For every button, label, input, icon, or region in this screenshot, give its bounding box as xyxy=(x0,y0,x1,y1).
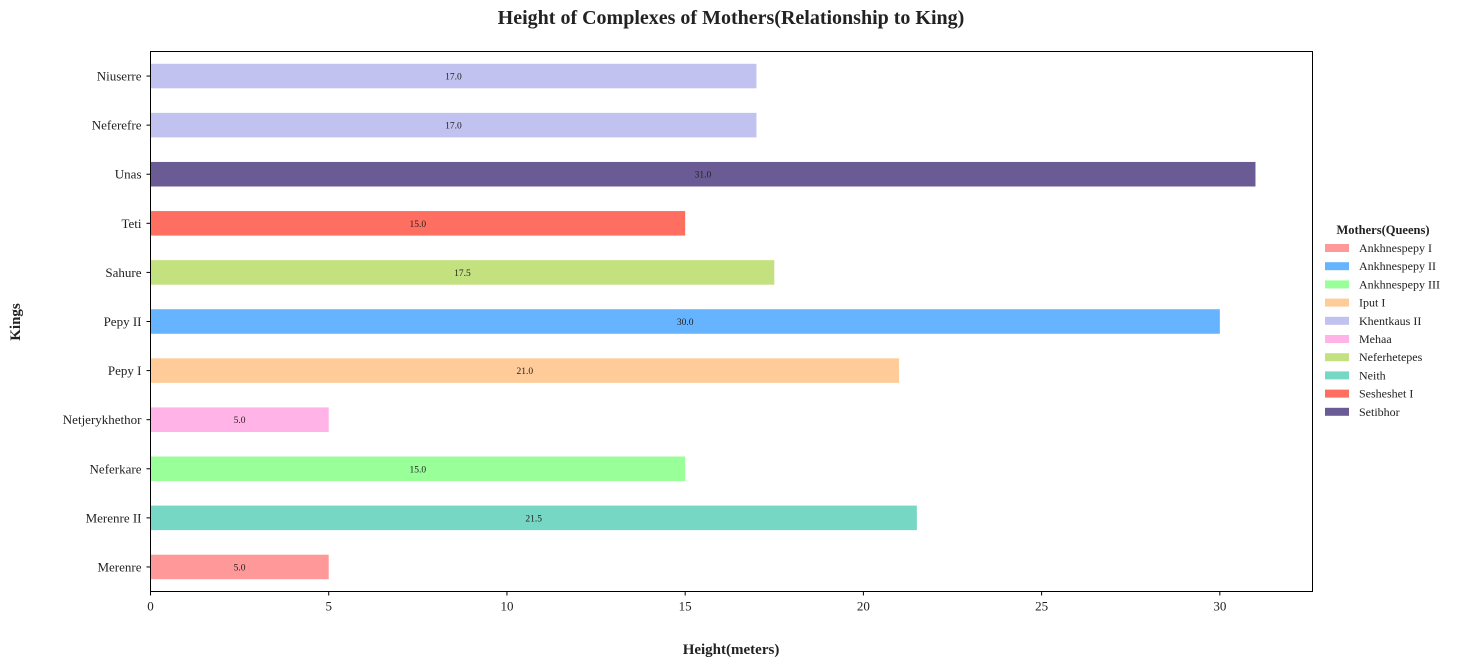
y-tick-label: Unas xyxy=(115,167,142,182)
x-tick-label: 0 xyxy=(147,599,154,614)
legend-label: Iput I xyxy=(1359,296,1385,310)
x-tick-label: 25 xyxy=(1035,599,1048,614)
data-label: 30.0 xyxy=(677,318,694,328)
legend-swatch xyxy=(1325,371,1349,380)
x-tick-label: 20 xyxy=(857,599,870,614)
legend-label: Mehaa xyxy=(1359,332,1392,346)
legend-label: Setibhor xyxy=(1359,405,1400,419)
y-tick-label: Netjerykhethor xyxy=(63,412,142,427)
legend-swatch xyxy=(1325,353,1349,362)
bar xyxy=(150,505,917,531)
bar xyxy=(150,358,900,383)
x-tick-label: 5 xyxy=(325,599,332,614)
legend-label: Neferhetepes xyxy=(1359,350,1423,364)
legend-label: Khentkaus II xyxy=(1359,314,1421,328)
data-label: 5.0 xyxy=(234,416,246,426)
legend-swatch xyxy=(1325,262,1349,271)
data-label: 15.0 xyxy=(410,220,427,230)
bar xyxy=(150,456,686,482)
y-tick-label: Teti xyxy=(121,216,141,231)
legend-swatch xyxy=(1325,407,1349,416)
legend-swatch xyxy=(1325,316,1349,325)
y-axis-ticks: Merenre Merenre II Neferkare Netjerykhethor… xyxy=(63,69,151,574)
legend-label: Sesheshet I xyxy=(1359,387,1413,401)
data-label: 21.0 xyxy=(516,367,533,377)
legend-entries: Ankhnespepy I Ankhnespepy II Ankhnespepy I… xyxy=(1325,241,1440,419)
legend-swatch xyxy=(1325,335,1349,343)
x-axis-ticks: 0 5 10 15 20 25 30 xyxy=(147,591,1226,614)
bar xyxy=(150,309,1220,334)
data-label: 17.0 xyxy=(445,122,462,132)
chart-title: Height of Complexes of Mothers(Relations… xyxy=(498,7,965,29)
bars-layer xyxy=(150,63,1256,580)
y-tick-label: Pepy II xyxy=(104,314,142,329)
y-tick-label: Niuserre xyxy=(97,69,142,84)
y-tick-label: Neferefre xyxy=(92,118,142,133)
legend-swatch xyxy=(1325,244,1349,252)
data-label: 17.5 xyxy=(454,269,471,279)
data-label: 5.0 xyxy=(234,563,246,573)
y-axis-label: Kings xyxy=(8,303,24,341)
bar xyxy=(150,554,329,580)
legend-title: Mothers(Queens) xyxy=(1336,223,1429,237)
x-tick-label: 15 xyxy=(679,599,692,614)
x-tick-label: 30 xyxy=(1213,599,1226,614)
legend-label: Ankhnespepy III xyxy=(1359,277,1440,291)
data-labels-layer: 5.0 21.5 15.0 5.0 21.0 30.0 17.5 15.0 31.0 17.0 17… xyxy=(234,73,712,574)
legend-swatch xyxy=(1325,389,1349,398)
bar xyxy=(150,407,329,432)
data-label: 31.0 xyxy=(695,171,712,181)
bar xyxy=(150,161,1256,187)
legend-swatch xyxy=(1325,298,1349,307)
data-label: 15.0 xyxy=(410,465,427,475)
bar xyxy=(150,63,757,89)
legend: Mothers(Queens) Ankhnespepy IAnkhnespepy… xyxy=(1325,223,1440,419)
x-tick-label: 10 xyxy=(500,599,513,614)
x-axis-label: Height(meters) xyxy=(683,642,780,658)
y-tick-label: Sahure xyxy=(105,265,141,280)
legend-swatch xyxy=(1325,280,1349,289)
y-tick-label: Neferkare xyxy=(90,461,142,476)
data-label: 21.5 xyxy=(525,514,542,524)
y-tick-label: Merenre xyxy=(97,559,141,574)
legend-label: Ankhnespepy I xyxy=(1359,241,1432,255)
legend-label: Neith xyxy=(1359,368,1386,382)
legend-label: Ankhnespepy II xyxy=(1359,259,1436,273)
y-tick-label: Merenre II xyxy=(86,510,142,525)
y-tick-label: Pepy I xyxy=(108,363,142,378)
bar xyxy=(150,112,757,138)
data-label: 17.0 xyxy=(445,73,462,83)
bar xyxy=(150,211,686,236)
bar xyxy=(150,260,775,285)
